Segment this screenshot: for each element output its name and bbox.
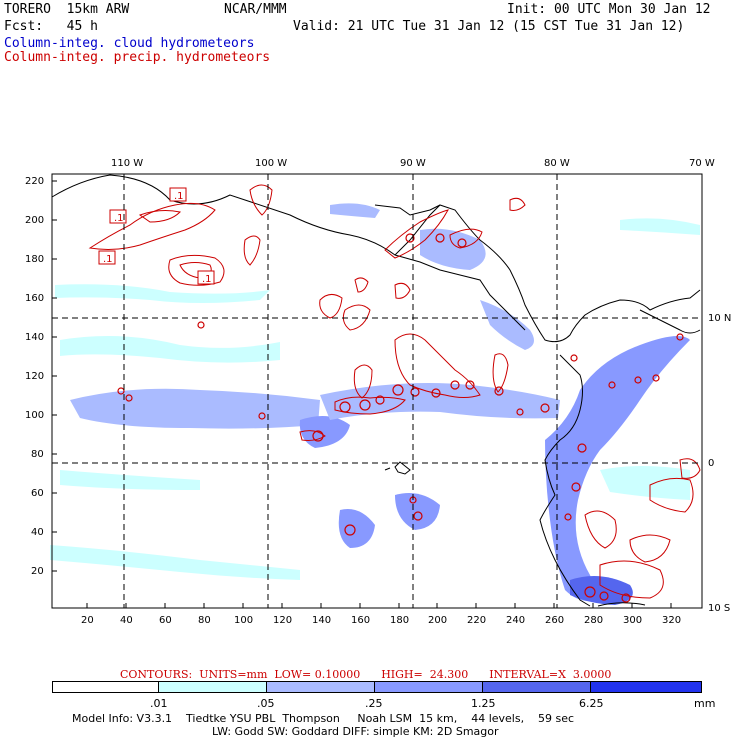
- x-grid-label: 160: [351, 615, 371, 626]
- x-grid-label: 100: [234, 615, 254, 626]
- lon-label: 90 W: [400, 158, 426, 169]
- contour-label: .1: [103, 254, 113, 265]
- y-grid-label: 120: [25, 371, 45, 382]
- field-cloud-label: Column-integ. cloud hydrometeors: [4, 36, 255, 51]
- x-grid-label: 20: [81, 615, 94, 626]
- field-precip-label: Column-integ. precip. hydrometeors: [4, 50, 271, 65]
- model-title: TORERO 15km ARW: [4, 2, 130, 17]
- y-grid-label: 200: [25, 215, 45, 226]
- x-grid-label: 260: [545, 615, 565, 626]
- x-grid-label: 120: [273, 615, 293, 626]
- lat-label: 10 S: [708, 603, 731, 614]
- x-grid-label: 300: [623, 615, 643, 626]
- legend-swatch: [158, 681, 267, 693]
- cloud-hydrometeor-shading: [50, 203, 700, 605]
- lon-label: 100 W: [255, 158, 288, 169]
- y-grid-label: 220: [25, 176, 45, 187]
- lon-label: 80 W: [544, 158, 570, 169]
- lon-label: 70 W: [689, 158, 715, 169]
- contour-label: .1: [174, 191, 184, 202]
- legend-swatch: [52, 681, 159, 693]
- legend-label: .05: [257, 697, 275, 710]
- center-label: NCAR/MMM: [224, 2, 287, 17]
- y-grid-label: 140: [25, 332, 45, 343]
- x-grid-label: 140: [312, 615, 332, 626]
- legend-swatch: [482, 681, 591, 693]
- lat-label: 10 N: [708, 313, 732, 324]
- x-grid-label: 280: [584, 615, 604, 626]
- valid-time: Valid: 21 UTC Tue 31 Jan 12 (15 CST Tue …: [293, 19, 685, 34]
- forecast-hour: Fcst: 45 h: [4, 19, 98, 34]
- map-frame: [51, 173, 703, 609]
- y-grid-label: 80: [31, 449, 44, 460]
- x-grid-label: 320: [662, 615, 682, 626]
- x-grid-label: 200: [428, 615, 448, 626]
- x-grid-label: 80: [198, 615, 211, 626]
- y-grid-label: 40: [31, 527, 44, 538]
- contour-label: .1: [202, 274, 212, 285]
- contours-info: CONTOURS: UNITS=mm LOW= 0.10000 HIGH= 24…: [120, 668, 612, 681]
- legend-swatch: [374, 681, 483, 693]
- legend-units: mm: [694, 697, 716, 710]
- legend-label: .25: [365, 697, 383, 710]
- y-grid-label: 180: [25, 254, 45, 265]
- x-grid-label: 220: [467, 615, 487, 626]
- legend-label: 6.25: [579, 697, 604, 710]
- init-time: Init: 00 UTC Mon 30 Jan 12: [507, 2, 711, 17]
- lon-label: 110 W: [111, 158, 144, 169]
- x-grid-label: 60: [159, 615, 172, 626]
- graticule: [52, 174, 702, 608]
- legend-label: .01: [150, 697, 168, 710]
- axis-ticks: [52, 180, 672, 608]
- y-grid-label: 60: [31, 488, 44, 499]
- y-grid-label: 100: [25, 410, 45, 421]
- precip-hydrometeor-contours: [88, 184, 701, 599]
- model-info: Model Info: V3.3.1 Tiedtke YSU PBL Thomp…: [72, 712, 575, 725]
- y-grid-label: 20: [31, 566, 44, 577]
- x-grid-label: 40: [120, 615, 133, 626]
- contour-label: .1: [114, 213, 124, 224]
- lat-label: 0: [708, 458, 715, 469]
- y-grid-label: 160: [25, 293, 45, 304]
- contour-labels: .1 .1 .1 .1: [98, 187, 215, 285]
- x-grid-label: 180: [390, 615, 410, 626]
- legend-label: 1.25: [471, 697, 496, 710]
- model-physics: LW: Godd SW: Goddard DIFF: simple KM: 2D…: [212, 725, 499, 738]
- x-grid-label: 240: [506, 615, 526, 626]
- precip-cells: [117, 233, 684, 603]
- legend-swatch: [590, 681, 702, 693]
- legend-swatch: [266, 681, 375, 693]
